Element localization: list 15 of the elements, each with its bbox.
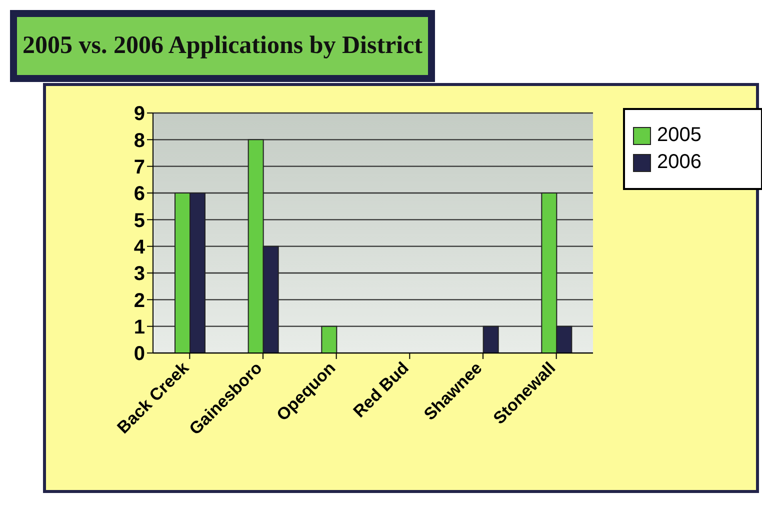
y-tick-label: 5 bbox=[134, 210, 145, 232]
y-tick-label: 1 bbox=[134, 316, 145, 338]
y-tick-label: 0 bbox=[134, 343, 145, 366]
y-tick-label: 7 bbox=[134, 156, 145, 178]
bar bbox=[482, 326, 499, 353]
y-tick-label: 4 bbox=[134, 236, 146, 258]
y-tick-label: 2 bbox=[134, 290, 145, 312]
legend-label: 2005 bbox=[657, 124, 702, 147]
legend-label: 2006 bbox=[657, 151, 702, 174]
bar bbox=[321, 326, 338, 353]
chart-title: 2005 vs. 2006 Applications by District bbox=[17, 17, 428, 75]
y-tick-label: 6 bbox=[134, 183, 145, 206]
y-tick-label: 8 bbox=[134, 130, 145, 152]
y-tick-label: 9 bbox=[134, 103, 145, 126]
y-tick-label: 3 bbox=[134, 263, 145, 286]
